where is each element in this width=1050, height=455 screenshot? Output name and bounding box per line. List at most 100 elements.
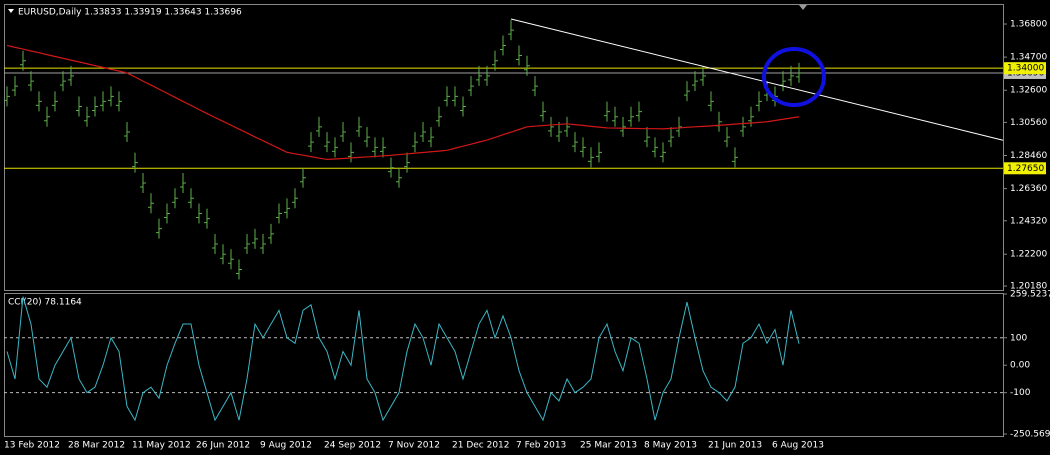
level-label-bg (1004, 162, 1046, 175)
price-bar (132, 152, 138, 173)
price-bar (156, 218, 162, 239)
price-bar (412, 132, 418, 153)
price-bar (52, 91, 58, 112)
price-bar (484, 65, 490, 86)
x-tick-label: 28 Mar 2012 (68, 441, 125, 451)
price-bar (684, 81, 690, 102)
price-bar (60, 71, 66, 92)
price-bar (276, 203, 282, 224)
price-bar (92, 96, 98, 117)
price-bar (644, 127, 650, 148)
x-tick-label: 21 Dec 2012 (452, 441, 510, 451)
price-bar (492, 50, 498, 71)
price-bar (732, 147, 738, 168)
x-tick-label: 21 Jun 2013 (708, 441, 762, 451)
y-tick-label: 1.22200 (1010, 250, 1047, 260)
x-tick-label: 24 Sep 2012 (324, 441, 381, 451)
price-bar (508, 20, 514, 41)
price-bar (532, 76, 538, 97)
price-bar (20, 50, 26, 71)
price-bar (124, 122, 130, 143)
price-bar (36, 91, 42, 112)
price-bar (300, 167, 306, 188)
price-panel (4, 4, 1004, 291)
x-tick-label: 8 May 2013 (644, 441, 697, 451)
x-tick-label: 7 Feb 2013 (516, 441, 566, 451)
price-bar (212, 233, 218, 254)
price-bar (148, 193, 154, 214)
price-bar (388, 157, 394, 178)
price-bar (452, 86, 458, 107)
price-bar (108, 86, 114, 107)
y-tick-label: 259.5237 (1010, 290, 1050, 300)
price-bar (188, 188, 194, 209)
price-bar (580, 137, 586, 158)
price-bar (76, 96, 82, 117)
price-bar (604, 101, 610, 122)
indicator-line (6, 296, 800, 422)
menu-arrow[interactable] (8, 9, 14, 13)
level-label-bg (1004, 62, 1046, 75)
price-bar (500, 35, 506, 56)
price-bar (788, 65, 794, 86)
x-tick-label: 9 Aug 2012 (260, 441, 312, 451)
price-bar (100, 91, 106, 112)
price-bar (340, 122, 346, 143)
price-bar (420, 122, 426, 143)
indicator-title: CCI(20) 78.1164 (8, 298, 82, 308)
price-bar (444, 86, 450, 107)
price-bar (380, 137, 386, 158)
price-bar (636, 101, 642, 122)
price-bar (196, 203, 202, 224)
price-bar (548, 116, 554, 137)
price-bar (436, 106, 442, 127)
price-bar (564, 116, 570, 137)
level-label: 1.27650 (1007, 164, 1044, 174)
y-tick-label: 1.26360 (1010, 184, 1047, 194)
price-bar (292, 188, 298, 209)
price-bar (356, 116, 362, 137)
price-bar (164, 203, 170, 224)
price-bar (652, 137, 658, 158)
plot-layer: 1.36800 1.34700 1.32600 1.30560 1.28460 1.263… (4, 18, 1050, 451)
price-bar (796, 62, 802, 83)
price-bar (612, 106, 618, 127)
price-bar (372, 137, 378, 158)
price-bar (228, 249, 234, 270)
y-tick-label: 1.30560 (1010, 118, 1047, 128)
price-bar (428, 127, 434, 148)
y-tick-label: -250.569 (1010, 430, 1050, 440)
price-bar (12, 76, 18, 97)
x-tick-label: 7 Nov 2012 (388, 441, 440, 451)
y-tick-label: 0.00 (1010, 361, 1030, 371)
x-tick-label: 26 Jun 2012 (196, 441, 250, 451)
y-tick-label: 1.36800 (1010, 20, 1047, 30)
chart-title: EURUSD,Daily 1.33833 1.33919 1.33643 1.3… (18, 8, 242, 18)
price-bar (540, 101, 546, 122)
price-bar (596, 142, 602, 163)
price-bar (460, 96, 466, 117)
y-tick-label: 1.32600 (1010, 86, 1047, 96)
price-bar (756, 91, 762, 112)
price-bar (68, 65, 74, 86)
price-bar (244, 233, 250, 254)
price-bar (252, 228, 258, 249)
price-bar (324, 132, 330, 153)
x-tick-label: 6 Aug 2013 (772, 441, 824, 451)
trendline (510, 18, 1004, 141)
y-tick-label: -100 (1010, 388, 1031, 398)
price-bar (740, 116, 746, 137)
price-bar (476, 65, 482, 86)
price-bar (628, 106, 634, 127)
price-bar (28, 71, 34, 92)
x-tick-label: 25 Mar 2013 (580, 441, 637, 451)
price-bar (524, 55, 530, 76)
price-bar (332, 137, 338, 158)
price-bar (700, 65, 706, 86)
shift-marker[interactable] (799, 5, 807, 10)
price-bar (284, 198, 290, 219)
highlight-circle (762, 47, 826, 107)
price-bar (660, 142, 666, 163)
price-bar (44, 106, 50, 127)
